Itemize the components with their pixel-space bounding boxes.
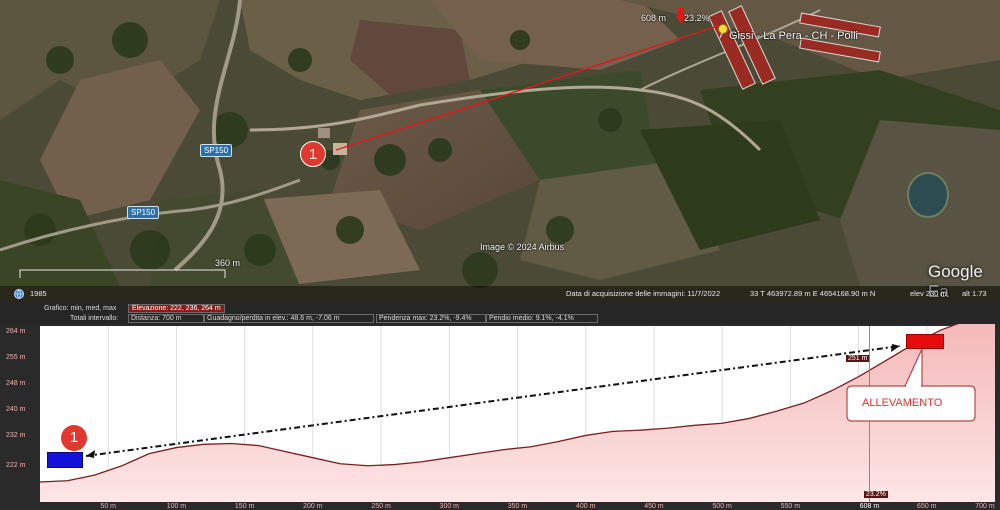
distance-label: 360 m (215, 258, 241, 268)
gain-loss-stat: Guadagno/perdita in elev.: 48.6 m, -7.06… (204, 314, 374, 323)
x-tick-label-8: 450 m (644, 503, 664, 510)
dashed-arrow-line (85, 345, 901, 457)
arrowhead-start (86, 450, 95, 458)
elevation-profile-chart[interactable]: 264 m 255 m 248 m 240 m 232 m 222 m 50 m 100 m 1… (0, 324, 1000, 510)
elevation-profile-plot: 264 m 255 m 248 m 240 m 232 m 222 m 50 m 100 m 1… (6, 324, 995, 510)
measure-grade-label: 23.2% (684, 13, 710, 23)
allevamento-endpoint-box (906, 334, 944, 349)
cursor-elevation-label: 251 m (846, 355, 870, 362)
x-tick-label-3: 200 m (303, 503, 323, 510)
red-arrow-pin-icon[interactable] (676, 8, 686, 24)
y-tick-label-4: 232 m (6, 432, 26, 439)
map-status-bar (0, 286, 1000, 302)
y-tick-label-0: 264 m (6, 328, 26, 335)
cursor-grade-label: 23.2% (864, 491, 888, 498)
x-tick-label-1: 100 m (167, 503, 187, 510)
elevation-line (39, 324, 959, 483)
x-tick-label-7: 400 m (576, 503, 596, 510)
location-marker-1[interactable]: 1 (300, 141, 326, 167)
x-tick-label-13: 700 m (975, 503, 995, 510)
road-label-sp150: SP150 (200, 144, 233, 157)
y-tick-label-1: 255 m (6, 354, 26, 361)
acquisition-date: Data di acquisizione delle immagini: 11/… (566, 289, 721, 298)
satellite-imagery (0, 0, 1000, 302)
y-tick-label-2: 248 m (6, 380, 26, 387)
altitude-readout: alt 1.73 (962, 289, 987, 298)
totals-label: Totali intervallo: (70, 315, 119, 322)
x-tick-label-12: 650 m (917, 503, 937, 510)
measure-distance-label: 608 m (641, 13, 667, 23)
x-tick-label-10: 550 m (781, 503, 801, 510)
google-earth-watermark: Google Ea (928, 262, 983, 301)
image-credit: Image © 2024 Airbus (480, 242, 565, 252)
satellite-map[interactable]: SP150 SP150 1 608 m 23.2% Gissi - La Per… (0, 0, 1000, 302)
profile-info-bar (0, 302, 1000, 324)
x-tick-label-0: 50 m (100, 503, 116, 510)
start-point-box (47, 452, 83, 468)
x-tick-label-2: 150 m (235, 503, 255, 510)
globe-icon[interactable] (14, 289, 24, 299)
x-tick-label-5: 300 m (440, 503, 460, 510)
x-tick-label-9: 500 m (712, 503, 732, 510)
elevation-area (40, 324, 995, 502)
y-tick-label-5: 222 m (6, 462, 26, 469)
avg-slope-stat: Pendio medio: 9.1%, -4.1% (486, 314, 598, 323)
callout-bubble (846, 385, 976, 422)
start-marker-1: 1 (61, 425, 87, 451)
elevation-readout: elev 230 m (910, 289, 947, 298)
x-tick-label-6: 350 m (508, 503, 528, 510)
distance-stat: Distanza: 700 m (128, 314, 204, 323)
graph-stats-label: Grafico: min, med, max (44, 305, 117, 312)
historical-year[interactable]: 1985 (30, 289, 47, 298)
x-tick-label-cursor: 608 m (860, 503, 880, 510)
coordinates-readout: 33 T 463972.89 m E 4654168.90 m N (750, 289, 876, 298)
arrowhead-end (891, 344, 900, 352)
y-tick-label-3: 240 m (6, 406, 26, 413)
allevamento-callout-label: ALLEVAMENTO (862, 397, 943, 409)
road-label-sp150-south: SP150 (127, 206, 160, 219)
x-tick-label-4: 250 m (371, 503, 391, 510)
place-label[interactable]: Gissi - La Pera - CH - Polli (729, 30, 858, 42)
elevation-stats: Elevazione: 222, 236, 264 m (128, 304, 225, 313)
max-slope-stat: Pendenza max: 23.2%, -9.4% (376, 314, 486, 323)
yellow-pushpin-icon[interactable] (717, 24, 729, 38)
